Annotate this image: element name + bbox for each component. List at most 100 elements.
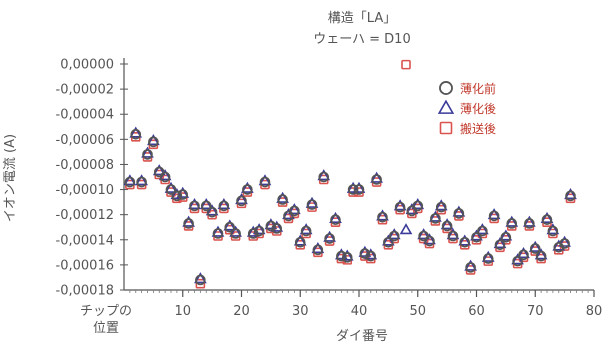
data-point-circle: [253, 225, 265, 237]
data-point-triangle: [317, 169, 331, 181]
data-point-circle: [200, 200, 212, 212]
x-tick-label: 50: [409, 304, 426, 319]
data-point-triangle: [340, 249, 354, 261]
data-point-circle: [242, 184, 253, 195]
data-point-triangle: [293, 234, 307, 246]
y-tick-label: 0,00000: [60, 58, 114, 73]
data-point-triangle: [387, 228, 401, 240]
chart-subtitle: ウェーハ = D10: [313, 32, 410, 47]
data-point-triangle: [470, 229, 483, 241]
data-point-triangle: [499, 229, 513, 241]
data-point-circle: [541, 214, 553, 225]
x-tick-label: 10: [174, 304, 191, 319]
x-tick-label: 40: [351, 304, 368, 319]
ticks-layer: 0,00000 -0,00002 -0,00004 -0,00006 -0,00008 -…: [56, 58, 603, 337]
data-point-circle: [271, 223, 283, 234]
data-point-triangle: [329, 211, 342, 223]
y-tick-label: -0,00004: [56, 108, 114, 123]
data-point-circle: [547, 225, 559, 237]
data-point-circle: [177, 189, 189, 200]
data-point-triangle: [458, 234, 472, 246]
data-point-circle: [195, 274, 206, 286]
data-point-triangle: [147, 134, 160, 146]
data-point-triangle: [358, 245, 372, 257]
data-point-triangle: [528, 240, 542, 252]
data-point-circle: [330, 214, 341, 225]
data-point-triangle: [205, 204, 219, 216]
data-point-circle: [477, 225, 488, 237]
data-point-circle: [506, 218, 518, 229]
data-point-circle: [224, 221, 236, 233]
x-tick-label: 20: [233, 304, 250, 319]
data-point-circle: [159, 171, 171, 183]
data-point-circle: [165, 184, 177, 195]
data-point-triangle: [382, 234, 395, 246]
data-point-triangle: [258, 174, 272, 186]
data-point-triangle: [523, 215, 536, 227]
data-point-circle: [124, 176, 136, 188]
data-point-circle: [353, 184, 365, 195]
data-point-triangle: [229, 225, 242, 237]
data-point-triangle: [564, 188, 577, 200]
data-point-triangle: [123, 174, 137, 186]
data-point-triangle: [411, 198, 425, 210]
y-tick-label: -0,00008: [56, 158, 114, 173]
data-point-circle: [318, 171, 330, 183]
data-point-circle: [236, 195, 247, 207]
data-point-triangle: [299, 223, 313, 235]
data-point-triangle: [440, 218, 454, 230]
data-point-triangle: [446, 228, 460, 240]
data-point-triangle: [211, 225, 225, 237]
data-point-circle: [518, 249, 529, 261]
data-point-triangle: [399, 223, 413, 235]
x-first-tick-label: 位置: [93, 321, 119, 336]
data-point-circle: [388, 230, 400, 242]
y-tick-label: -0,00018: [56, 284, 114, 299]
data-point-triangle: [493, 236, 507, 249]
x-tick-label: 60: [468, 304, 485, 319]
data-point-circle: [183, 218, 194, 229]
data-point-circle: [294, 236, 306, 248]
data-point-triangle: [288, 203, 301, 215]
data-point-circle: [559, 238, 570, 249]
data-point-triangle: [558, 235, 571, 247]
y-tick-label: -0,00012: [56, 208, 114, 223]
y-tick-label: -0,00006: [56, 133, 114, 148]
data-point-triangle: [164, 181, 178, 193]
data-point-circle: [136, 176, 147, 188]
data-point-circle: [453, 208, 465, 219]
data-point-circle: [142, 149, 153, 160]
data-point-circle: [488, 210, 500, 222]
data-point-circle: [300, 225, 312, 237]
data-point-circle: [365, 250, 377, 262]
data-point-triangle: [505, 215, 519, 227]
legend-label: 薄化後: [460, 101, 496, 116]
data-point-triangle: [135, 174, 148, 186]
data-point-circle: [377, 211, 388, 223]
data-point-circle: [218, 200, 230, 212]
data-point-circle: [171, 190, 183, 202]
data-point-circle: [383, 236, 394, 248]
data-point-circle: [277, 194, 288, 205]
y-tick-label: -0,00016: [56, 258, 114, 273]
data-point-circle: [535, 250, 547, 262]
data-point-circle: [148, 136, 159, 148]
data-point-triangle: [434, 199, 448, 211]
data-point-square: [401, 59, 411, 70]
y-tick-label: -0,00014: [56, 233, 114, 248]
x-tick-label: 30: [292, 304, 309, 319]
chart-title: 構造「LA」: [328, 11, 396, 26]
data-point-circle: [189, 200, 200, 212]
data-point-circle: [529, 243, 541, 254]
data-point-circle: [247, 228, 259, 239]
data-points-layer: [123, 59, 577, 289]
data-point-circle: [265, 220, 277, 232]
data-point-circle: [324, 233, 335, 244]
data-point-circle: [482, 253, 494, 264]
data-point-triangle: [364, 248, 378, 260]
legend-marker-square: [439, 121, 453, 135]
data-point-triangle: [305, 196, 319, 208]
data-point-triangle: [264, 218, 278, 230]
